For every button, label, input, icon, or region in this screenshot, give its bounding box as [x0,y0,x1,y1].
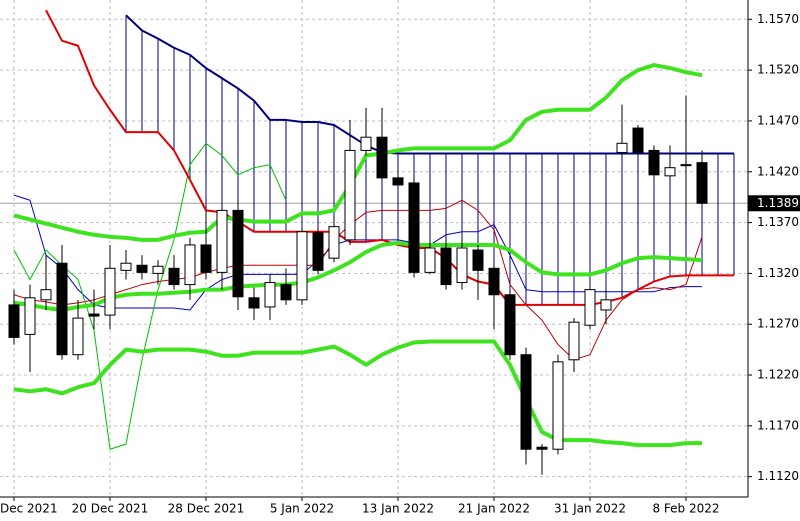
candle-body [184,244,196,286]
plot-area [0,9,748,475]
candle-body [168,267,180,286]
candle-body [408,182,420,273]
candle-body [232,209,244,298]
y-tick-label: 1.1320 [757,266,799,280]
candle-body [56,262,68,356]
candle-body [696,162,708,204]
candle-body [72,317,84,356]
candle-body [664,167,676,177]
candle-body [600,299,612,311]
candle-body [328,226,340,259]
candle-body [520,354,532,450]
candle-body [584,289,596,326]
last-price-label: 1.1389 [757,196,799,210]
candle-body [440,247,452,286]
candle-body [152,265,164,274]
candle-body [120,262,132,271]
x-tick-label: Dec 2021 [0,502,58,516]
y-tick-label: 1.1420 [757,164,799,178]
indicator-line [125,14,734,155]
y-tick-label: 1.1470 [757,113,799,127]
y-tick-label: 1.1370 [757,215,799,229]
candle-body [264,282,276,308]
y-tick-label: 1.1120 [757,469,799,483]
x-tick-label: 31 Jan 2022 [554,502,626,516]
candle-body [424,247,436,273]
candle-body [568,321,580,361]
candle-body [504,294,516,356]
candle-body [680,164,692,167]
indicator-line [13,339,702,448]
y-tick-label: 1.1520 [757,63,799,77]
y-tick-label: 1.1570 [757,12,799,26]
candle-body [456,247,468,284]
candle-body [488,267,500,296]
candle-body [392,177,404,186]
x-tick-label: 21 Jan 2022 [458,502,530,516]
candle-body [536,446,548,450]
x-tick-label: 8 Feb 2022 [652,502,719,516]
last-price-tag [748,195,800,212]
candle-body [8,304,20,338]
candle-body [296,231,308,301]
candle-body [200,244,212,273]
candle-body [88,313,100,317]
indicator-line [13,142,287,450]
candle-body [40,289,52,301]
candle-body [216,209,228,273]
candle-body [344,149,356,241]
indicator-line [13,63,703,242]
candle-body [312,232,324,271]
candle-body [104,267,116,316]
y-tick-label: 1.1270 [757,317,799,331]
candle-body [248,297,260,309]
indicator-line [13,199,703,361]
y-tick-label: 1.1220 [757,368,799,382]
candle-body [648,149,660,176]
indicator-line [13,240,703,312]
x-tick-label: 5 Jan 2022 [270,502,334,516]
candle-body [472,249,484,271]
x-tick-label: 28 Dec 2021 [168,502,245,516]
candle-body [552,361,564,450]
x-tick-label: 20 Dec 2021 [72,502,149,516]
candle-body [136,264,148,273]
candle-body [376,136,388,179]
y-tick-label: 1.1170 [757,418,799,432]
candle-body [632,127,644,153]
x-tick-label: 13 Jan 2022 [362,502,434,516]
candle-body [360,136,372,151]
candle-body [280,284,292,301]
candle-body [24,297,36,335]
candle-body [616,142,628,153]
